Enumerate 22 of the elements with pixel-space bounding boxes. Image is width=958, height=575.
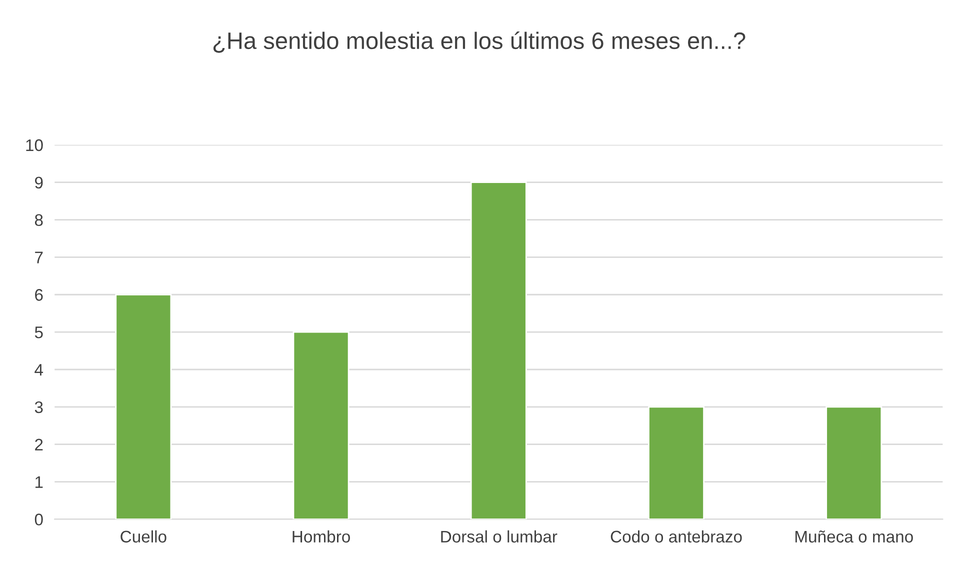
y-tick-label: 0 bbox=[34, 514, 43, 526]
y-tick-label: 1 bbox=[35, 476, 43, 488]
bar bbox=[115, 294, 172, 520]
bar bbox=[648, 406, 704, 520]
bar bbox=[470, 182, 527, 520]
y-tick-label: 10 bbox=[26, 139, 43, 152]
x-tick-label: Cuello bbox=[120, 530, 166, 543]
y-tick-label: 9 bbox=[35, 176, 43, 189]
x-tick-label: Dorsal o lumbar bbox=[441, 530, 558, 543]
chart-title: ¿Ha sentido molestia en los últimos 6 meses en...? bbox=[213, 31, 746, 53]
y-tick-label: 7 bbox=[35, 252, 43, 264]
bar bbox=[826, 406, 882, 520]
y-tick-label: 6 bbox=[35, 289, 43, 301]
y-tick-label: 3 bbox=[34, 401, 43, 414]
y-tick-label: 4 bbox=[34, 364, 44, 376]
y-tick-label: 2 bbox=[35, 438, 43, 450]
x-tick-label: Codo o antebrazo bbox=[610, 530, 742, 543]
y-tick-label: 5 bbox=[34, 326, 43, 338]
bar bbox=[292, 331, 350, 520]
x-tick-label: Hombro bbox=[292, 530, 350, 543]
x-tick-label: Muñeca o mano bbox=[795, 530, 913, 543]
y-tick-label: 8 bbox=[34, 214, 43, 226]
